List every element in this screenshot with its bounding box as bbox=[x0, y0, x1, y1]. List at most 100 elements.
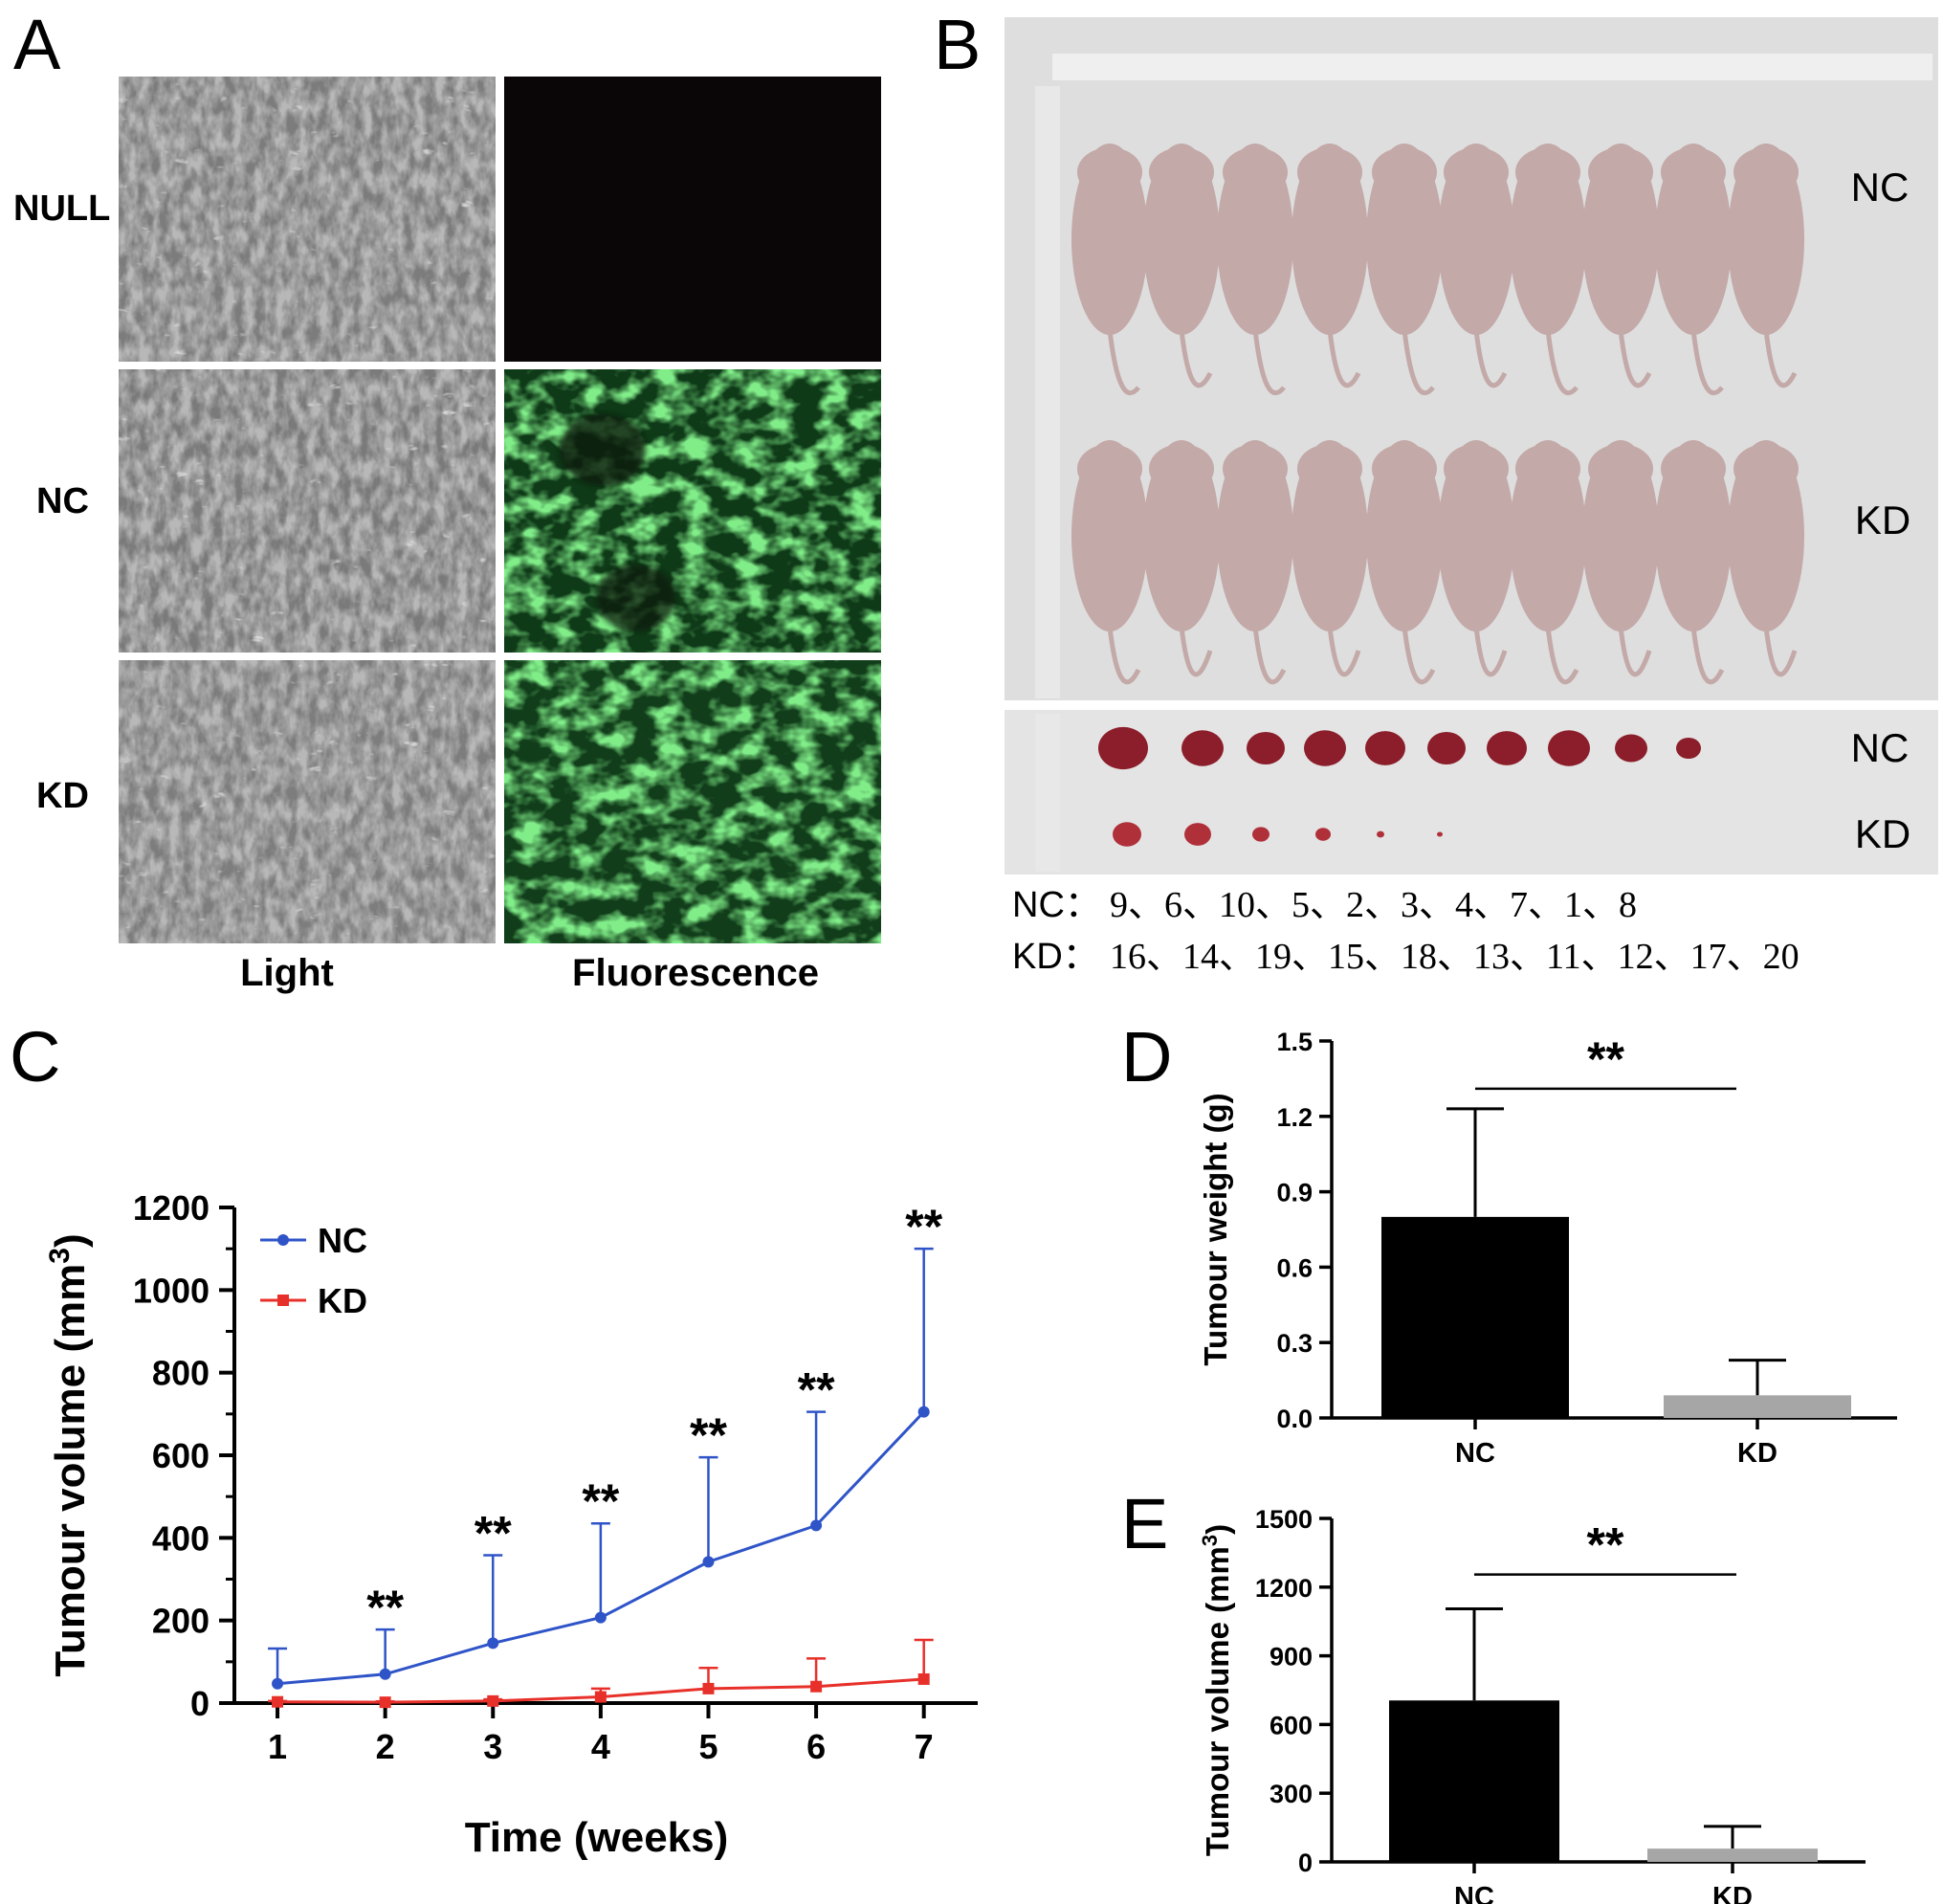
data-point bbox=[272, 1695, 284, 1708]
mouse bbox=[1217, 144, 1293, 395]
data-point bbox=[702, 1556, 715, 1568]
mouse-body bbox=[1510, 440, 1586, 631]
order-line-nc: 9、6、10、5、2、3、4、7、1、8 bbox=[1110, 885, 1637, 925]
legend-label: KD bbox=[318, 1281, 367, 1320]
panel-b-letter: B bbox=[934, 5, 981, 84]
y-tick-label: 300 bbox=[1270, 1780, 1313, 1808]
y-tick-label: 1500 bbox=[1255, 1505, 1313, 1534]
mice bbox=[1071, 144, 1804, 685]
data-point bbox=[702, 1682, 715, 1694]
data-point bbox=[917, 1672, 930, 1685]
column-label-light: Light bbox=[240, 952, 334, 994]
bar-kd bbox=[1664, 1395, 1851, 1418]
mouse bbox=[1366, 144, 1443, 395]
y-axis-title: Tumour volume (mm3) bbox=[44, 1233, 94, 1676]
x-tick-label: 2 bbox=[376, 1727, 395, 1766]
data-point bbox=[379, 1696, 391, 1709]
tumour-nc bbox=[1304, 730, 1346, 766]
tumour-label-kd: KD bbox=[1855, 811, 1910, 856]
series-nc bbox=[268, 1247, 934, 1690]
mouse-tail bbox=[1545, 329, 1579, 395]
panel-c: C 0 200 400 600 800 1000 1200 1 2 3 4 5 6 7 Time (week… bbox=[10, 1017, 978, 1861]
mouse-body bbox=[1366, 144, 1443, 335]
significance-marker: ** bbox=[690, 1408, 727, 1462]
mouse-body bbox=[1217, 440, 1293, 631]
mouse-tail bbox=[1107, 626, 1141, 685]
data-point bbox=[810, 1680, 823, 1693]
order-prefix-kd: KD： bbox=[1012, 937, 1099, 977]
ruler-left-tumour bbox=[1035, 714, 1060, 872]
y-tick-label: 1200 bbox=[1255, 1574, 1313, 1603]
data-point bbox=[379, 1668, 391, 1680]
y-tick-label: 800 bbox=[152, 1354, 210, 1393]
panel-c-letter: C bbox=[10, 1017, 60, 1096]
mouse-tail bbox=[1473, 626, 1508, 677]
mouse-tail bbox=[1327, 626, 1361, 677]
mouse bbox=[1071, 440, 1148, 685]
mouse-body bbox=[1071, 440, 1148, 631]
category-label: KD bbox=[1737, 1438, 1777, 1469]
row-label-nc: NC bbox=[36, 481, 89, 521]
y-tick-label: 1.5 bbox=[1276, 1028, 1313, 1056]
significance-marker: ** bbox=[475, 1506, 512, 1560]
mouse bbox=[1292, 440, 1368, 677]
mice-label-nc: NC bbox=[1851, 165, 1910, 210]
data-point bbox=[272, 1677, 284, 1690]
y-tick-label: 1.2 bbox=[1276, 1103, 1313, 1132]
mouse-tail bbox=[1618, 626, 1652, 677]
mouse-body bbox=[1510, 144, 1586, 335]
mouse-tail bbox=[1252, 329, 1286, 395]
mouse-body bbox=[1728, 440, 1804, 631]
fluorescence-image-kd bbox=[504, 660, 881, 943]
bar-kd bbox=[1647, 1849, 1818, 1862]
mouse-tail bbox=[1402, 626, 1436, 685]
mouse bbox=[1728, 144, 1804, 388]
mice-label-kd: KD bbox=[1855, 498, 1910, 542]
mouse bbox=[1292, 144, 1368, 388]
bar-nc bbox=[1381, 1216, 1569, 1418]
panel-a-letter: A bbox=[13, 5, 61, 84]
mouse-tail bbox=[1252, 626, 1287, 685]
mouse-body bbox=[1582, 144, 1659, 335]
legend-label: NC bbox=[318, 1221, 367, 1260]
bar-chart-tumour-weight: 0.0 0.3 0.6 0.9 1.2 1.5 NC KD ** Tumour weight (g… bbox=[1198, 1028, 1897, 1469]
x-tick-label: 3 bbox=[483, 1727, 502, 1766]
tumour-nc bbox=[1181, 730, 1224, 766]
panel-e-letter: E bbox=[1121, 1484, 1168, 1563]
y-tick-label: 600 bbox=[1270, 1711, 1313, 1739]
y-tick-label: 0.9 bbox=[1276, 1179, 1313, 1207]
light-image-kd bbox=[119, 660, 496, 943]
mouse bbox=[1655, 440, 1732, 685]
order-line-kd: 16、14、19、15、18、13、11、12、17、20 bbox=[1110, 937, 1799, 977]
tumour-kd bbox=[1377, 830, 1384, 838]
tumour-kd bbox=[1184, 823, 1211, 846]
legend: NC KD bbox=[260, 1221, 367, 1320]
mouse-body bbox=[1655, 144, 1732, 335]
mouse bbox=[1143, 144, 1220, 388]
mouse bbox=[1366, 440, 1443, 685]
mouse-tail bbox=[1763, 626, 1798, 677]
order-prefix-nc: NC： bbox=[1012, 885, 1101, 925]
y-tick-label: 200 bbox=[152, 1602, 210, 1641]
mouse-body bbox=[1438, 144, 1514, 335]
mouse-body bbox=[1292, 144, 1368, 335]
line-chart-tumour-volume: 0 200 400 600 800 1000 1200 1 2 3 4 5 6 7 Time (weeks)… bbox=[44, 1188, 978, 1861]
data-point bbox=[810, 1519, 823, 1532]
tumour-nc bbox=[1487, 731, 1527, 765]
significance-marker: ** bbox=[905, 1200, 942, 1253]
tumour-nc bbox=[1247, 732, 1285, 764]
tumour-nc bbox=[1427, 732, 1466, 764]
mouse-tail bbox=[1107, 329, 1140, 395]
light-image-nc bbox=[119, 369, 496, 653]
y-tick-label: 1200 bbox=[133, 1188, 210, 1228]
mouse-tail bbox=[1690, 329, 1724, 395]
tumour-nc bbox=[1676, 737, 1701, 760]
panel-e: E 0 300 600 900 1200 1500 NC KD ** Tumour volume … bbox=[1121, 1484, 1866, 1904]
mouse-tail bbox=[1618, 329, 1652, 388]
tumour-nc bbox=[1098, 726, 1148, 770]
category-label: NC bbox=[1454, 1882, 1494, 1904]
y-tick-label: 900 bbox=[1270, 1643, 1313, 1672]
mouse-body bbox=[1366, 440, 1443, 631]
ruler-top bbox=[1052, 54, 1932, 80]
